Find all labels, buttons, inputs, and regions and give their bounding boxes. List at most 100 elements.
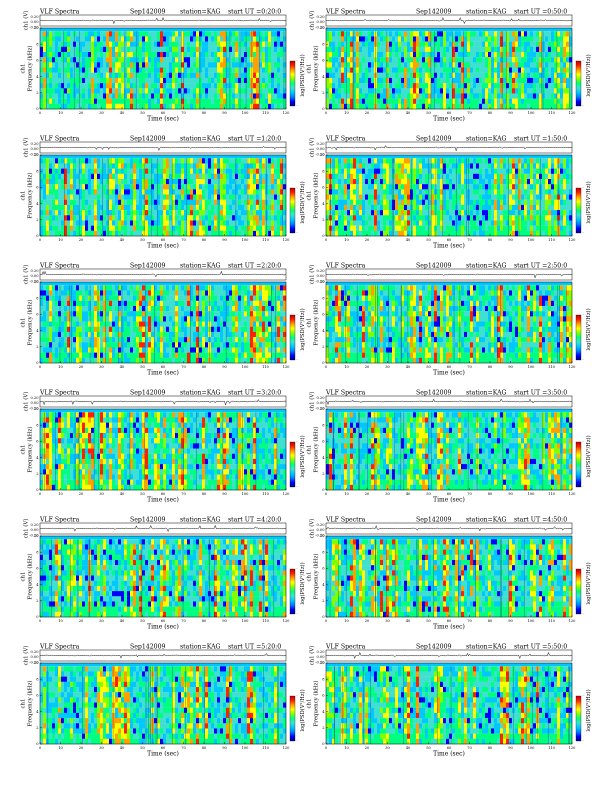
spectrogram-cell	[247, 88, 251, 94]
spectrogram-cell	[419, 72, 423, 79]
spectrogram-cell	[506, 62, 510, 68]
spectrogram-cell	[536, 88, 540, 94]
spectrogram-cell	[274, 199, 278, 206]
spectrogram-cell	[521, 46, 525, 53]
spectrogram-cell	[560, 57, 564, 63]
spectrogram-cell	[506, 204, 510, 211]
spectrogram-cell	[440, 220, 444, 226]
spectrogram-cell	[515, 51, 519, 58]
spectrogram-cell	[494, 83, 498, 89]
spectrogram-cell	[79, 41, 83, 47]
spectrogram-cell	[97, 199, 101, 206]
spectrogram-cell	[455, 215, 459, 221]
spectrogram-cell	[91, 215, 95, 221]
spectrogram-cell	[199, 225, 203, 231]
spectrogram-cell	[130, 41, 134, 47]
spectrogram-cell	[458, 184, 462, 190]
spectrogram-cell	[214, 57, 218, 63]
spectrogram-cell	[434, 36, 438, 42]
spectrogram-cell	[521, 225, 525, 231]
spectrogram-cell	[61, 168, 65, 174]
spectrogram-cell	[383, 189, 387, 195]
spectrogram-cell	[82, 225, 86, 231]
spectrogram-cell	[67, 57, 71, 63]
spectrogram-cell	[64, 31, 68, 37]
spectrogram-cell	[70, 184, 74, 190]
spectrogram-cell	[67, 93, 71, 99]
spectrogram-cell	[118, 168, 122, 174]
spectrogram-cell	[262, 93, 266, 99]
spectrogram-cell	[566, 103, 570, 110]
spectrogram-cell	[452, 62, 456, 68]
spectrogram-cell	[500, 168, 504, 174]
spectrogram-cell	[563, 46, 567, 53]
spectrogram-cell	[265, 67, 269, 73]
spectrogram-cell	[139, 210, 143, 216]
spectrogram-cell	[220, 51, 224, 58]
spectrogram-cell	[238, 46, 242, 53]
spectrogram-cell	[419, 88, 423, 94]
spectrogram-cell	[440, 199, 444, 206]
spectrogram-cell	[470, 230, 474, 237]
spectrogram-cell	[446, 173, 450, 180]
spectrogram-cell	[422, 36, 426, 42]
spectrogram-cell	[419, 225, 423, 231]
spectrogram-cell	[332, 83, 336, 89]
spectrogram-cell	[422, 98, 426, 104]
spectrogram-cell	[335, 77, 339, 84]
spectrogram-cell	[437, 210, 441, 216]
spectrogram-cell	[160, 83, 164, 89]
spectrogram-cell	[238, 51, 242, 58]
spectrogram-cell	[437, 184, 441, 190]
spectrogram-cell	[440, 98, 444, 104]
spectrogram-cell	[211, 220, 215, 226]
spectrogram-cell	[458, 189, 462, 195]
spectrogram-cell	[464, 98, 468, 104]
spectrogram-cell	[485, 225, 489, 231]
spectrogram-cell	[344, 184, 348, 190]
spectrogram-cell	[401, 220, 405, 226]
spectrogram-cell	[407, 51, 411, 58]
spectrogram-cell	[133, 168, 137, 174]
spectrogram-cell	[437, 225, 441, 231]
spectrogram-cell	[145, 51, 149, 58]
spectrogram-cell	[154, 51, 158, 58]
spectrogram-cell	[482, 88, 486, 94]
spectrogram-cell	[419, 178, 423, 185]
spectrogram-cell	[277, 225, 281, 231]
spectrogram-cell	[389, 199, 393, 206]
spectrogram-cell	[545, 93, 549, 99]
spectrogram-cell	[434, 51, 438, 58]
spectrogram-cell	[398, 103, 402, 110]
spectrogram-cell	[148, 83, 152, 89]
spectrogram-cell	[142, 46, 146, 53]
spectrogram-cell	[46, 62, 50, 68]
spectrogram-cell	[446, 225, 450, 231]
spectrogram-cell	[500, 77, 504, 84]
spectrogram-cell	[175, 93, 179, 99]
spectrogram-cell	[350, 204, 354, 211]
spectrogram-cell	[91, 163, 95, 169]
spectrogram-cell	[350, 72, 354, 79]
spectrogram-cell	[259, 204, 263, 211]
spectrogram-cell	[524, 98, 528, 104]
spectrogram-cell	[431, 67, 435, 73]
spectrogram-cell	[497, 225, 501, 231]
spectrogram-cell	[280, 215, 284, 221]
spectrogram-cell	[283, 158, 287, 164]
spectrogram-cell	[79, 62, 83, 68]
spectrogram-cell	[509, 51, 513, 58]
spectrogram-cell	[55, 51, 59, 58]
spectrogram-cell	[422, 210, 426, 216]
spectrogram-cell	[157, 168, 161, 174]
spectrogram-cell	[350, 178, 354, 185]
spectrogram-cell	[437, 36, 441, 42]
spectrogram-cell	[419, 51, 423, 58]
spectrogram-cell	[220, 210, 224, 216]
spectrogram-cell	[437, 173, 441, 180]
spectrogram-cell	[335, 41, 339, 47]
spectrogram-cell	[274, 83, 278, 89]
spectrogram-cell	[166, 98, 170, 104]
spectrogram-cell	[416, 215, 420, 221]
channel-axis-label: ch1	[21, 191, 27, 201]
